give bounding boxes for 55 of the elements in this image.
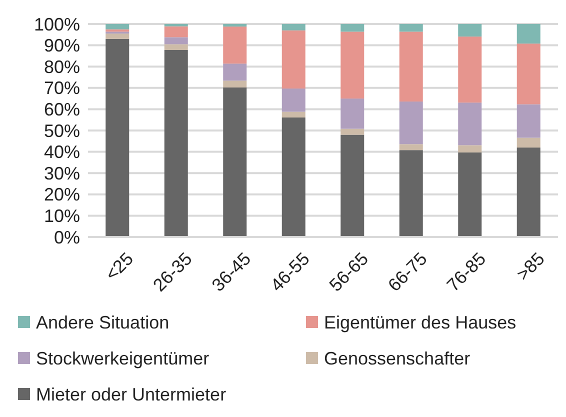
bar bbox=[458, 145, 482, 152]
bar bbox=[106, 38, 130, 237]
bar bbox=[516, 24, 540, 44]
y-tick-label: 40% bbox=[44, 142, 80, 162]
bar bbox=[282, 118, 306, 237]
bar bbox=[399, 24, 423, 32]
bar bbox=[282, 24, 306, 30]
bar bbox=[340, 32, 364, 99]
y-tick-label: 0% bbox=[54, 227, 80, 248]
bar bbox=[223, 80, 247, 88]
bar bbox=[516, 138, 540, 148]
bar bbox=[340, 24, 364, 32]
bar bbox=[458, 24, 482, 37]
bar bbox=[164, 26, 188, 38]
bar bbox=[223, 87, 247, 237]
bar bbox=[399, 102, 423, 144]
bar bbox=[164, 50, 188, 237]
bar bbox=[106, 34, 130, 39]
bar bbox=[164, 37, 188, 44]
x-tick-label: >85 bbox=[512, 248, 548, 284]
y-tick-label: 50% bbox=[44, 120, 80, 141]
bar bbox=[399, 150, 423, 237]
bar bbox=[458, 152, 482, 237]
bar bbox=[282, 112, 306, 118]
bar bbox=[516, 44, 540, 104]
legend-label: Andere Situation bbox=[36, 312, 170, 332]
legend-label: Stockwerkeigentümer bbox=[36, 348, 210, 368]
bar bbox=[223, 26, 247, 64]
bar bbox=[458, 36, 482, 103]
y-tick-label: 90% bbox=[44, 36, 80, 56]
y-tick-label: 30% bbox=[44, 163, 80, 184]
legend-label: Eigentümer des Hauses bbox=[324, 312, 516, 332]
bar bbox=[399, 32, 423, 102]
bar bbox=[399, 144, 423, 150]
y-tick-label: 20% bbox=[44, 184, 80, 205]
y-tick-label: 10% bbox=[44, 206, 80, 226]
y-tick-label: 80% bbox=[44, 56, 80, 77]
y-tick-label: 60% bbox=[44, 100, 80, 120]
bar bbox=[340, 128, 364, 135]
legend-label: Mieter oder Untermieter bbox=[36, 384, 226, 404]
bar bbox=[340, 134, 364, 237]
bar bbox=[340, 98, 364, 129]
bar bbox=[223, 64, 247, 81]
x-tick-label: <25 bbox=[101, 248, 138, 284]
bar bbox=[164, 44, 188, 50]
y-tick-label: 100% bbox=[34, 14, 80, 34]
bar bbox=[106, 24, 130, 30]
bar bbox=[223, 24, 247, 27]
legend-label: Genossenschafter bbox=[324, 348, 470, 368]
bar bbox=[282, 30, 306, 89]
y-tick-label: 70% bbox=[44, 78, 80, 98]
bar bbox=[516, 104, 540, 138]
bar bbox=[282, 88, 306, 112]
bar bbox=[516, 148, 540, 237]
bar bbox=[458, 102, 482, 146]
